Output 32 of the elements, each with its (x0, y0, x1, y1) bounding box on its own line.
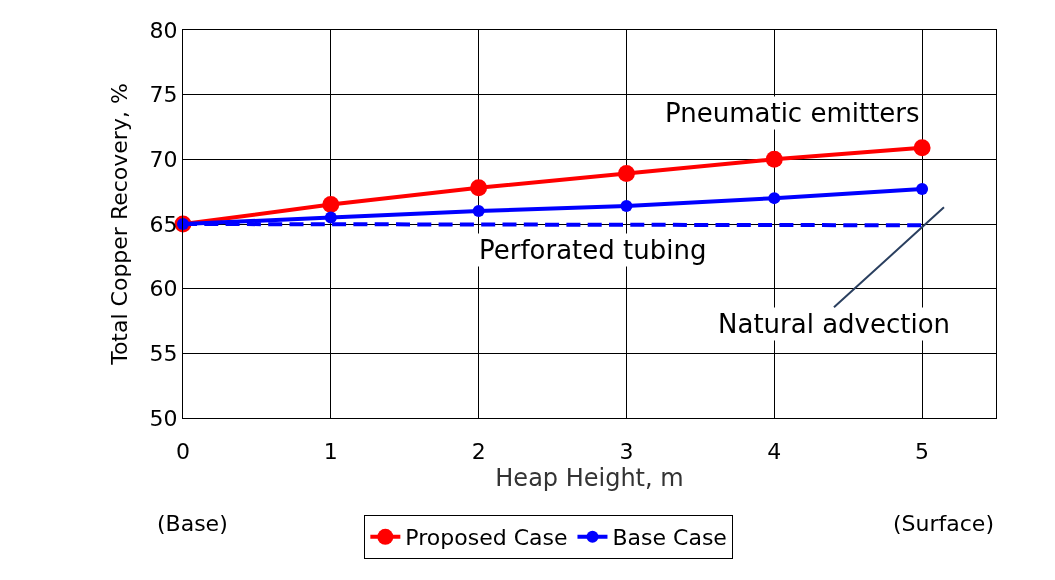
x-tick-label: 1 (323, 439, 338, 465)
x-axis-title: Heap Height, m (495, 464, 684, 493)
y-tick-label: 70 (149, 147, 178, 173)
legend-label: Proposed Case (405, 525, 568, 551)
text: (Base) (157, 511, 228, 536)
point (324, 211, 337, 224)
point (617, 165, 635, 183)
x-tick-label: 5 (915, 439, 930, 465)
annotation: Natural advection (718, 309, 951, 339)
legend-label: Base Case (612, 525, 727, 551)
y-tick-label: 65 (149, 211, 178, 237)
x-tick-label: 4 (767, 439, 782, 465)
annotation: Pneumatic emitters (665, 98, 920, 128)
point (620, 199, 633, 212)
y-tick-label: 75 (149, 82, 178, 108)
text: (Surface) (893, 511, 994, 536)
x-tick-label: 0 (176, 439, 190, 465)
point (470, 179, 488, 197)
point (322, 196, 340, 214)
point (916, 183, 929, 196)
y-axis-title: Total Copper Recovery, % (107, 83, 133, 366)
point (913, 139, 931, 157)
point (768, 192, 781, 205)
y-tick-label: 50 (149, 405, 178, 431)
y-tick-label: 55 (149, 341, 178, 367)
point (765, 150, 783, 168)
x-tick-label: 2 (471, 439, 486, 465)
annotation: Perforated tubing (479, 235, 707, 265)
x-tick-label: 3 (619, 439, 634, 465)
y-tick-label: 60 (149, 276, 178, 302)
y-tick-label: 80 (149, 17, 178, 43)
point (472, 205, 485, 218)
